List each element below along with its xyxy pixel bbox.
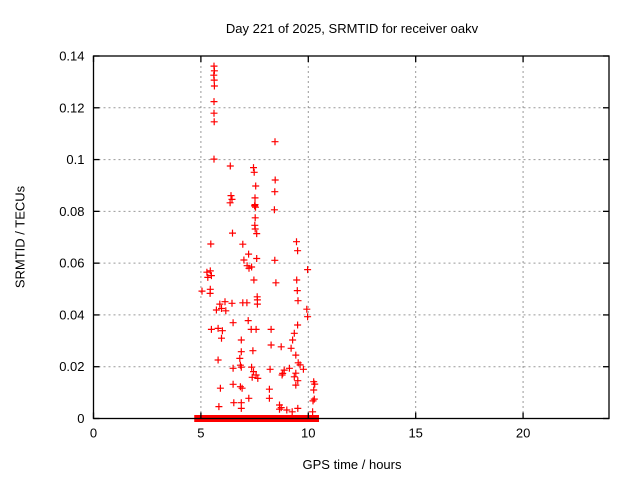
x-tick-label: 15: [408, 426, 422, 441]
y-tick-label: 0.1: [66, 152, 84, 167]
plot-border: [92, 55, 610, 420]
scatter-points: [198, 62, 319, 416]
y-tick-label: 0.14: [59, 49, 84, 64]
y-tick-label: 0.08: [59, 204, 84, 219]
y-tick-label: 0.06: [59, 256, 84, 271]
x-tick-label: 20: [516, 426, 530, 441]
x-axis-label: GPS time / hours: [302, 457, 402, 472]
chart-title: Day 221 of 2025, SRMTID for receiver oak…: [225, 21, 479, 36]
x-tick-label: 0: [90, 426, 97, 441]
y-tick-label: 0.02: [59, 359, 84, 374]
y-tick-label: 0.12: [59, 100, 84, 115]
x-tick-label: 5: [197, 426, 204, 441]
x-tick-label: 10: [301, 426, 315, 441]
y-tick-label: 0: [77, 411, 84, 426]
y-tick-label: 0.04: [59, 307, 84, 322]
